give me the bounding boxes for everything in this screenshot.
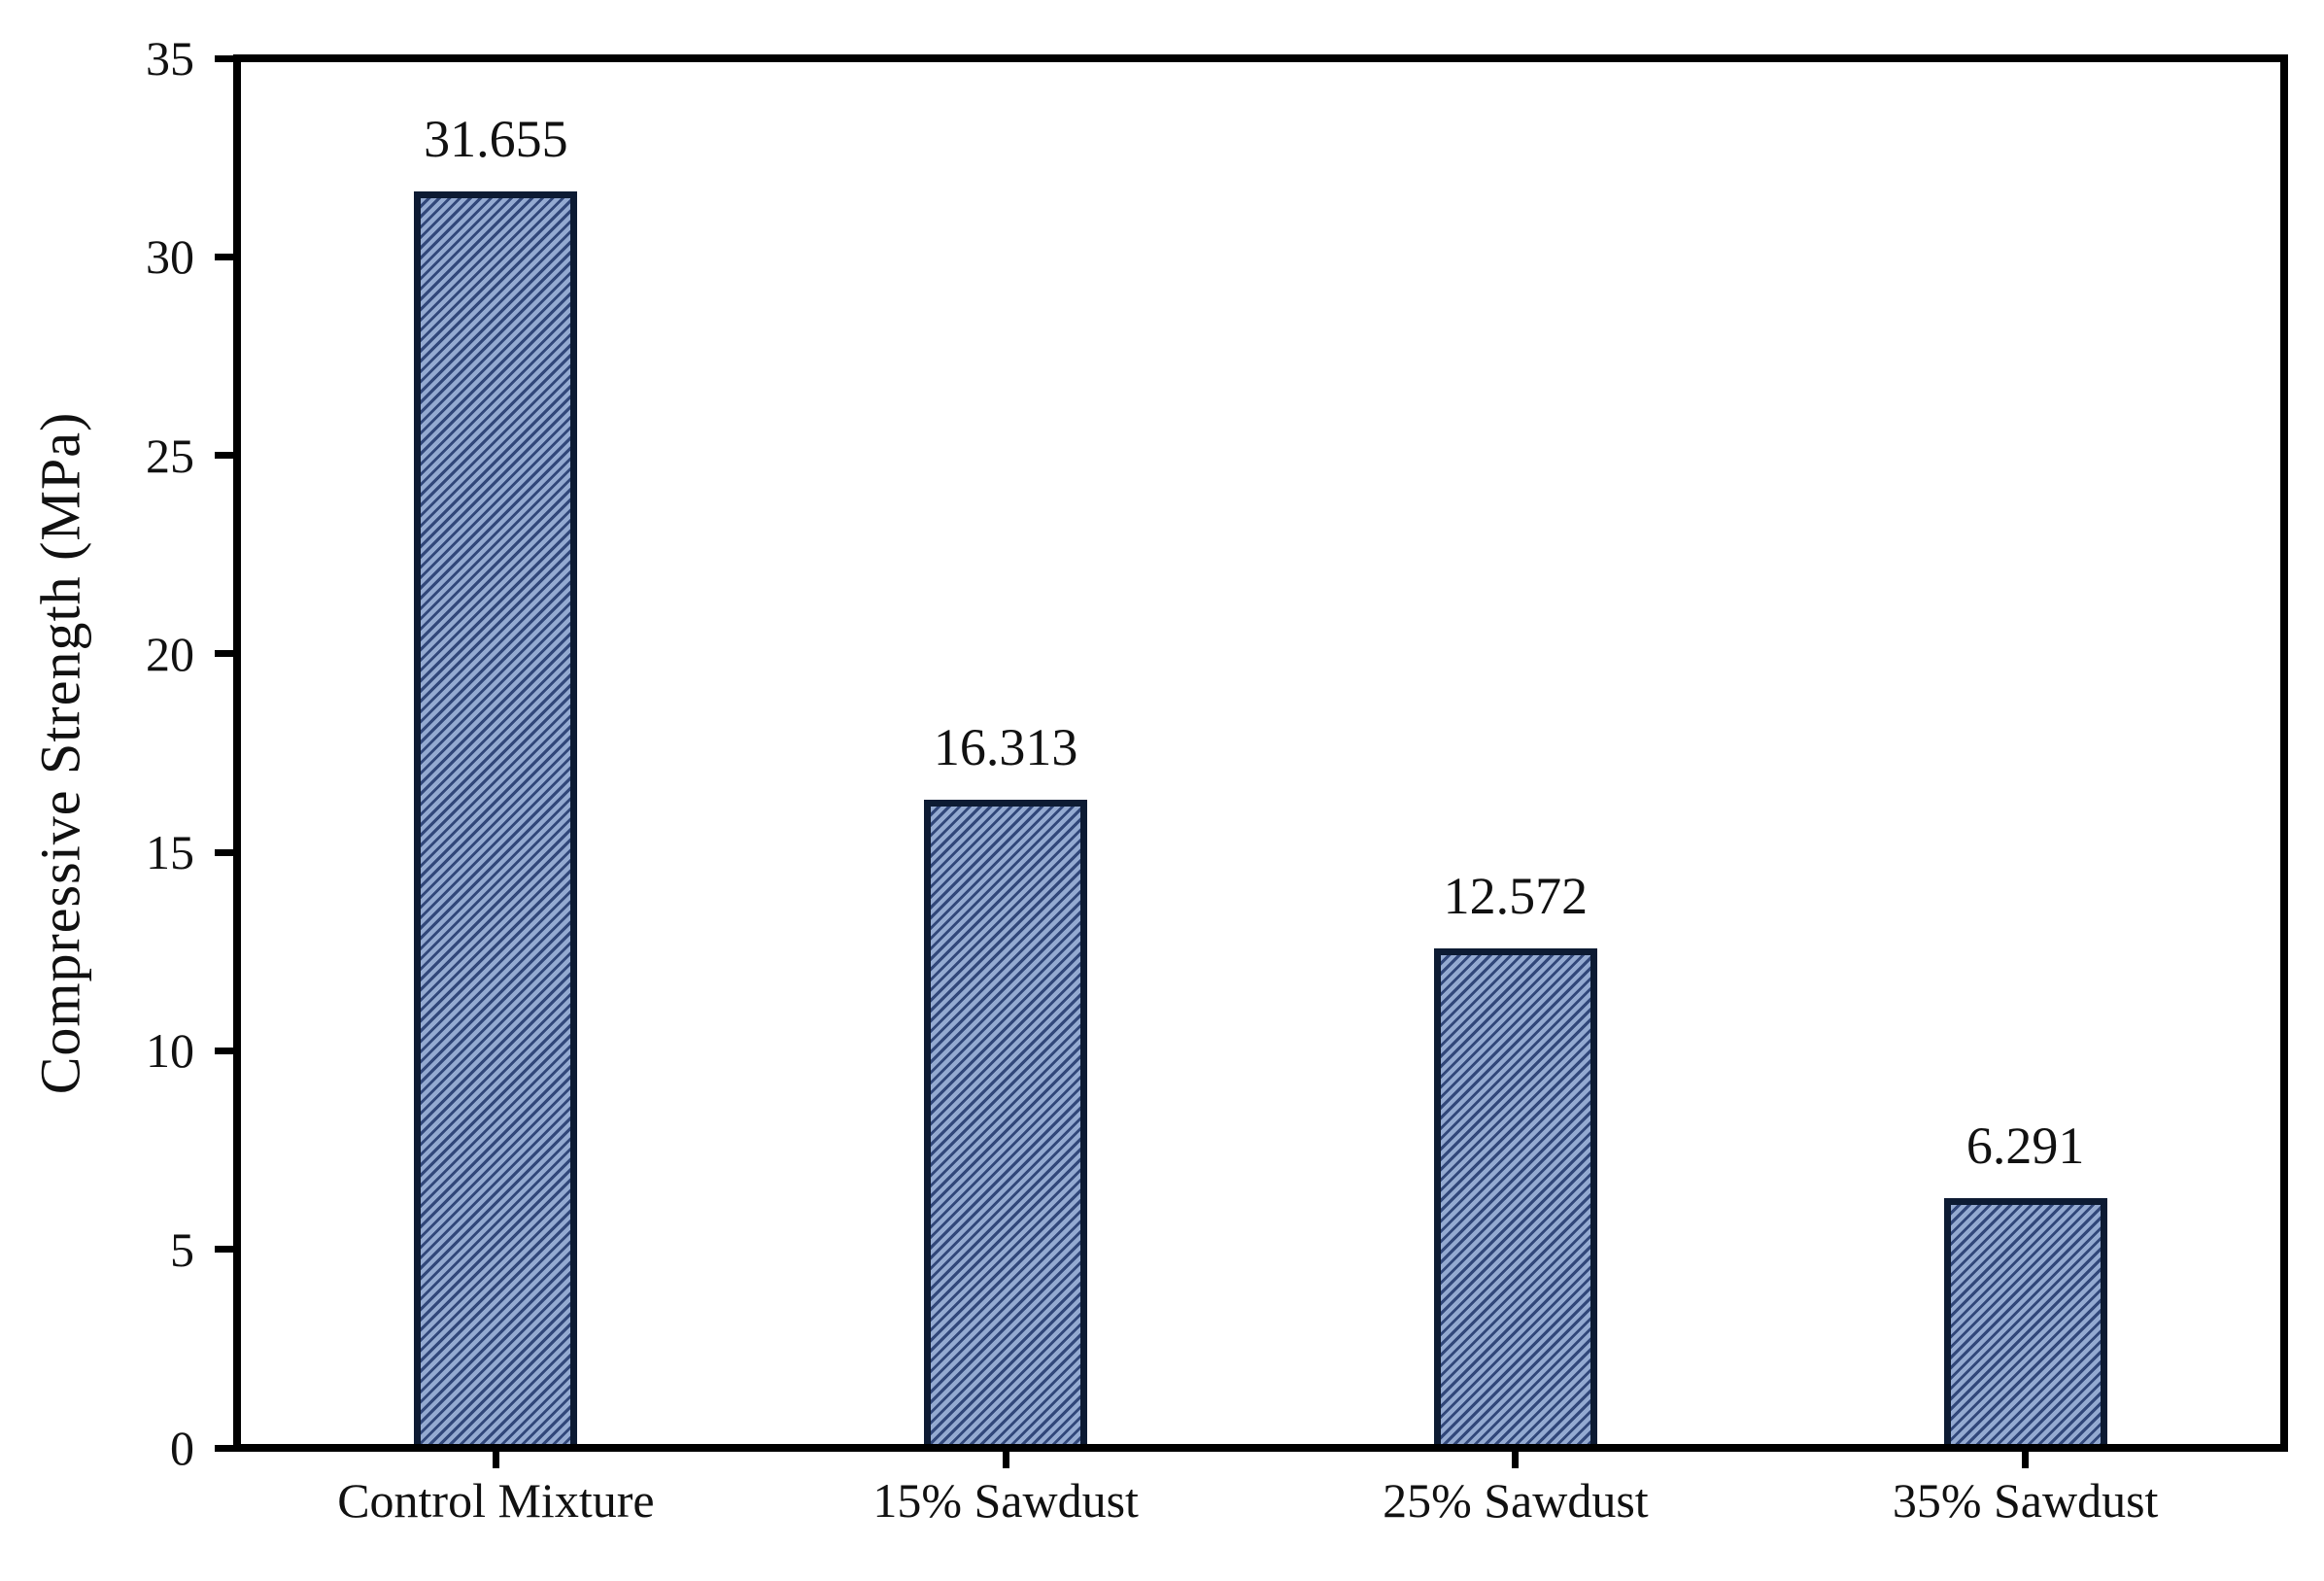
bar-value-label: 12.572 [1443,867,1589,926]
category-label: 15% Sawdust [872,1473,1139,1528]
bar-value-label: 31.655 [424,109,568,168]
y-tick-label: 35 [146,31,194,86]
y-axis-tick [215,253,233,260]
bar-3 [1433,948,1597,1444]
y-tick-label: 15 [146,825,194,880]
y-tick-label: 0 [170,1421,194,1475]
y-axis-title: Compressive Strength (MPa) [28,411,92,1095]
bar-value-label: 6.291 [1965,1116,2085,1175]
y-tick-label: 25 [146,428,194,483]
x-axis-tick [2022,1452,2030,1468]
y-axis-tick [215,1246,233,1254]
bar-1 [414,190,578,1444]
bar-4 [1943,1197,2107,1444]
y-tick-label: 30 [146,229,194,285]
y-axis-tick [215,1047,233,1054]
y-tick-label: 5 [170,1221,194,1277]
category-label: Control Mixture [337,1473,655,1528]
category-label: 25% Sawdust [1383,1473,1649,1528]
y-axis-tick [215,848,233,856]
y-tick-label: 10 [146,1023,194,1079]
category-label: 35% Sawdust [1892,1473,2159,1528]
y-axis-tick [215,54,233,62]
bar-value-label: 16.313 [933,718,1078,777]
x-axis-tick [1512,1452,1520,1468]
x-axis-tick [1002,1452,1009,1468]
y-tick-label: 20 [146,626,194,681]
bar-2 [924,800,1088,1444]
y-axis-tick [215,1444,233,1452]
x-axis-tick [492,1452,499,1468]
y-axis-tick [215,452,233,460]
y-axis-tick [215,650,233,658]
